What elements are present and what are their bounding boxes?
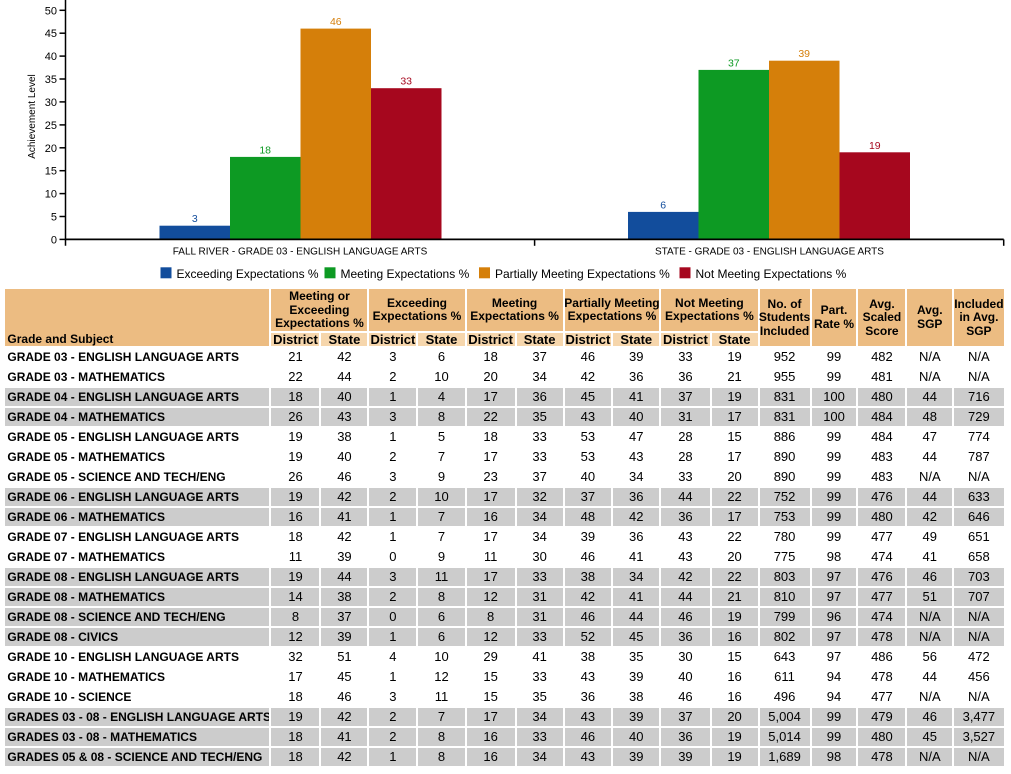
svg-text:45: 45 [45,28,57,40]
svg-text:Not Meeting Expectations %: Not Meeting Expectations % [696,267,847,281]
svg-text:0: 0 [51,234,57,246]
svg-text:18: 18 [259,144,271,156]
svg-text:35: 35 [45,74,57,86]
svg-text:20: 20 [45,143,57,155]
svg-text:3: 3 [192,213,198,225]
svg-text:Exceeding Expectations %: Exceeding Expectations % [177,267,319,281]
svg-text:Achievement Level: Achievement Level [27,74,38,159]
svg-text:39: 39 [798,48,810,60]
svg-text:30: 30 [45,97,57,109]
svg-text:10: 10 [45,189,57,201]
svg-text:25: 25 [45,120,57,132]
svg-text:STATE - GRADE 03 - ENGLISH LAN: STATE - GRADE 03 - ENGLISH LANGUAGE ARTS [655,247,884,258]
svg-text:33: 33 [400,76,412,88]
svg-text:15: 15 [45,166,57,178]
svg-text:50: 50 [45,5,57,17]
svg-text:6: 6 [660,199,666,211]
svg-text:40: 40 [45,51,57,63]
svg-text:37: 37 [728,57,740,69]
svg-text:FALL RIVER - GRADE 03 - ENGLIS: FALL RIVER - GRADE 03 - ENGLISH LANGUAGE… [173,247,428,258]
svg-text:19: 19 [869,140,881,152]
svg-text:Partially Meeting Expectations: Partially Meeting Expectations % [495,267,670,281]
svg-text:Meeting Expectations %: Meeting Expectations % [341,267,470,281]
svg-text:46: 46 [330,16,342,28]
svg-text:5: 5 [51,212,57,224]
